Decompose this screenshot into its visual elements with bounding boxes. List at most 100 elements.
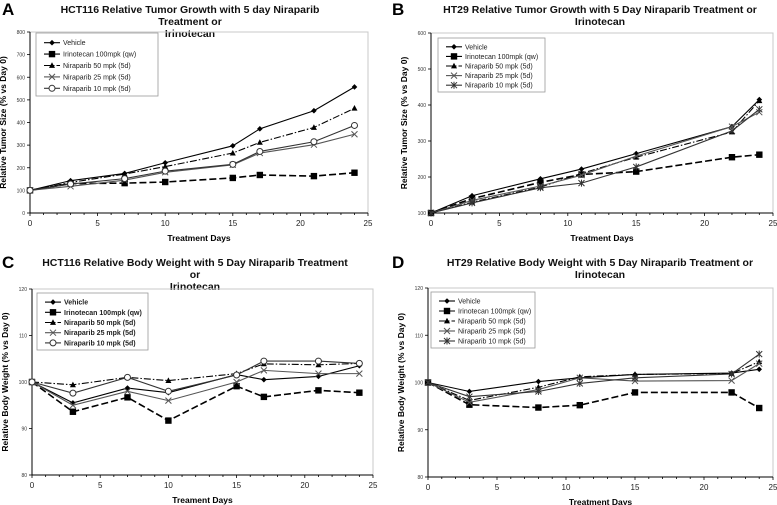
- series-niraparib-25-mpk-5d-: [26, 130, 358, 194]
- y-tick-label: 700: [17, 53, 26, 59]
- legend-label: Irinotecan 100mpk (qw): [458, 309, 531, 316]
- square-marker: [468, 195, 476, 202]
- square-marker: [69, 408, 77, 415]
- legend-label: Niraparib 25 mpk (5d): [64, 330, 136, 337]
- y-tick-label: 500: [17, 98, 26, 104]
- square-marker: [351, 169, 358, 176]
- diamond-marker: [444, 298, 450, 304]
- series-line: [29, 171, 355, 192]
- panel-letter-b: B: [392, 0, 405, 19]
- x-marker: [351, 130, 358, 138]
- diamond-marker: [756, 366, 762, 373]
- star-marker: [755, 350, 763, 358]
- title-line: Irinotecan: [574, 16, 626, 28]
- y-tick-label: 400: [418, 103, 427, 109]
- square-marker: [728, 389, 735, 396]
- triangle-marker: [50, 319, 56, 325]
- y-tick-label: 100: [415, 381, 424, 387]
- legend-item: Niraparib 50 mpk (5d): [45, 319, 136, 327]
- x-marker: [578, 171, 585, 179]
- square-marker: [537, 179, 544, 186]
- circle-marker: [310, 138, 318, 146]
- star-marker: [755, 105, 763, 113]
- series-line: [430, 111, 760, 214]
- circle-marker: [161, 167, 169, 175]
- series-niraparib-25-mpk-5d-: [424, 360, 763, 406]
- circle-marker: [49, 339, 57, 347]
- triangle-marker: [69, 381, 76, 388]
- diamond-marker: [70, 400, 76, 406]
- star-marker: [466, 393, 473, 401]
- square-marker: [728, 154, 736, 161]
- x-tick-label: 25: [769, 483, 777, 492]
- series-niraparib-50-mpk-5d-: [428, 97, 763, 216]
- circle-marker: [314, 357, 322, 365]
- y-tick-label: 100: [17, 188, 26, 194]
- x-tick-label: 20: [700, 483, 709, 492]
- diamond-marker: [230, 143, 236, 149]
- legend: Vehicle Irinotecan 100mpk (qw) Niraparib 5…: [35, 32, 159, 97]
- x-marker: [443, 327, 451, 335]
- series-line: [29, 124, 355, 191]
- circle-marker: [28, 378, 36, 386]
- circle-marker: [69, 389, 77, 397]
- chart-title-b: HT29 Relative Tumor Growth with 5 Day Ni…: [440, 4, 760, 28]
- legend-item: Niraparib 10 mpk (5d): [446, 81, 533, 90]
- star-marker: [537, 184, 544, 192]
- x-marker: [576, 374, 584, 382]
- legend-item: Niraparib 10 mpk (5d): [439, 337, 526, 346]
- y-axis-label: Relative Tumor Size (% vs Day 0): [399, 57, 409, 190]
- title-line: HCT116 Relative Body Weight with 5 Day N…: [42, 257, 348, 281]
- legend-item: Niraparib 25 mpk (5d): [45, 329, 136, 337]
- x-tick-label: 15: [232, 481, 241, 490]
- series-line: [430, 153, 760, 214]
- y-axis-label: Relative Body Weight (% vs Day 0): [0, 312, 10, 451]
- square-marker: [633, 168, 640, 175]
- legend: Vehicle Irinotecan 100mpk (qw) Niraparib 5…: [437, 37, 546, 93]
- x-tick-label: 5: [497, 219, 502, 228]
- diamond-marker: [261, 376, 267, 383]
- x-tick-label: 25: [369, 481, 378, 490]
- square-marker: [315, 387, 322, 394]
- circle-marker: [260, 357, 268, 365]
- square-marker: [121, 179, 128, 187]
- y-tick-label: 120: [19, 287, 28, 293]
- series-niraparib-10-mpk-5d-: [424, 350, 763, 401]
- y-tick-label: 80: [417, 475, 423, 481]
- y-tick-label: 100: [19, 380, 28, 386]
- square-marker: [356, 389, 363, 396]
- square-marker: [165, 417, 172, 424]
- legend-label: Vehicle: [465, 44, 488, 51]
- star-marker: [427, 209, 435, 217]
- title-line: Irinotecan: [164, 28, 216, 40]
- square-marker: [576, 401, 583, 409]
- x-tick-label: 20: [300, 481, 309, 490]
- series-line: [31, 369, 360, 406]
- x-marker: [315, 370, 322, 377]
- star-marker: [728, 127, 736, 135]
- y-tick-label: 0: [22, 211, 25, 217]
- circle-marker: [256, 147, 264, 155]
- chart-panel-a: 0 5 10 15 20 25 0 100 200 300 400 500 600 700 800 Treat…: [0, 30, 373, 243]
- square-marker: [631, 389, 639, 396]
- x-marker: [124, 387, 131, 395]
- legend-item: Vehicle: [439, 298, 481, 306]
- chart-title-a: HCT116 Relative Tumor Growth with 5 day …: [40, 4, 340, 40]
- square-marker: [256, 171, 264, 179]
- title-line: HT29 Relative Body Weight with 5 Day Nir…: [446, 257, 754, 269]
- x-marker: [165, 397, 172, 404]
- square-marker: [310, 172, 318, 180]
- y-tick-label: 120: [415, 286, 424, 292]
- star-marker: [468, 199, 476, 207]
- x-marker: [49, 329, 57, 337]
- x-tick-label: 15: [632, 219, 641, 228]
- chart-panel-b: 0 5 10 15 20 25 100 200 300 400 500 600 Treatment Da…: [399, 31, 777, 243]
- diamond-marker: [466, 388, 473, 395]
- legend-label: Niraparib 25 mpk (5d): [458, 329, 526, 336]
- triangle-marker: [451, 62, 457, 69]
- series-line: [31, 381, 360, 422]
- square-marker: [443, 307, 451, 315]
- legend-item: Irinotecan 100mpk (qw): [44, 50, 136, 59]
- square-marker: [450, 53, 458, 60]
- x-tick-label: 10: [562, 483, 571, 492]
